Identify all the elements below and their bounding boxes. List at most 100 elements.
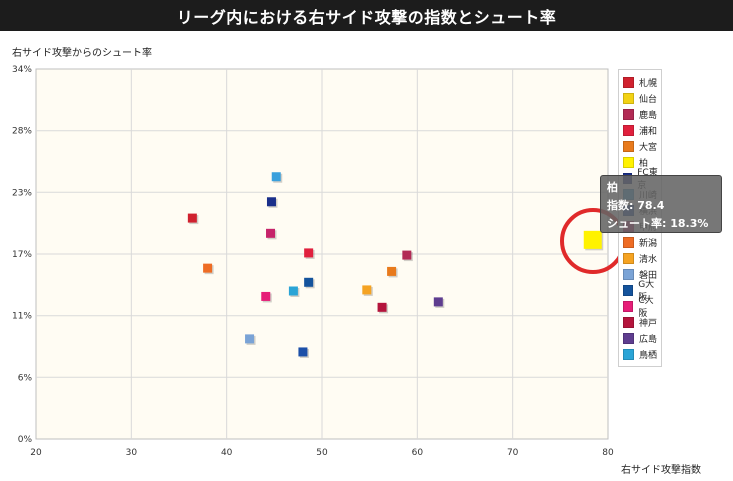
legend-label: 大宮 xyxy=(639,142,658,153)
x-tick-label: 70 xyxy=(507,448,519,458)
legend-label: 広島 xyxy=(639,334,658,345)
data-point-marker[interactable] xyxy=(245,334,255,344)
legend-label: 磐田 xyxy=(639,270,658,281)
legend-label: 鳥栖 xyxy=(639,350,658,361)
y-tick-label: 11% xyxy=(12,312,32,322)
data-point-marker[interactable] xyxy=(362,285,372,295)
data-point-14[interactable] xyxy=(261,291,272,303)
data-point-5[interactable] xyxy=(583,230,604,251)
legend-label: 清水 xyxy=(639,254,658,265)
y-tick-label: 28% xyxy=(12,127,32,137)
legend-item[interactable]: 札幌 xyxy=(623,75,657,89)
data-point-11[interactable] xyxy=(362,285,373,296)
y-tick-label: 23% xyxy=(12,188,32,198)
legend-swatch xyxy=(623,156,634,168)
data-point-marker[interactable] xyxy=(433,297,443,307)
data-point-marker[interactable] xyxy=(187,213,197,223)
grid-lines xyxy=(36,69,608,439)
data-point-marker[interactable] xyxy=(583,230,602,249)
legend-swatch xyxy=(623,316,634,328)
legend-swatch xyxy=(623,348,634,360)
data-point-13[interactable] xyxy=(304,277,315,289)
x-axis-label: 右サイド攻撃指数 xyxy=(621,465,701,476)
legend-swatch xyxy=(623,108,634,120)
legend-label: 神戸 xyxy=(639,318,658,329)
x-tick-label: 80 xyxy=(602,448,614,458)
data-point-marker[interactable] xyxy=(288,286,298,296)
data-point-9[interactable] xyxy=(266,228,277,240)
legend-item[interactable]: 清水 xyxy=(623,251,657,265)
data-point-marker[interactable] xyxy=(304,248,314,258)
legend-label: C大阪 xyxy=(638,296,654,319)
data-point-7[interactable] xyxy=(271,172,283,183)
data-point-0[interactable] xyxy=(187,213,199,225)
y-tick-label: 6% xyxy=(18,373,33,383)
legend-label: G大阪 xyxy=(638,280,655,303)
data-point-marker[interactable] xyxy=(271,172,281,182)
legend-swatch xyxy=(623,268,634,280)
y-tick-label: 34% xyxy=(12,65,32,75)
data-point-marker[interactable] xyxy=(304,277,314,287)
x-tick-label: 60 xyxy=(412,448,424,458)
legend-swatch xyxy=(623,332,634,344)
legend-swatch xyxy=(623,252,634,264)
data-point-marker[interactable] xyxy=(266,228,276,238)
chart-title: リーグ内における右サイド攻撃の指数とシュート率 xyxy=(0,0,733,31)
data-point-marker[interactable] xyxy=(298,347,308,357)
y-tick-labels: 0% 6% 11% 17% 23% 28% 34% xyxy=(12,65,32,445)
legend-item[interactable]: 広島 xyxy=(623,331,657,345)
x-tick-label: 30 xyxy=(126,448,138,458)
y-tick-label: 0% xyxy=(18,435,33,445)
data-point-2[interactable] xyxy=(402,250,413,262)
legend-label: 新潟 xyxy=(639,238,658,249)
x-tick-label: 40 xyxy=(221,448,233,458)
data-points xyxy=(187,172,604,358)
legend-item[interactable]: 柏 xyxy=(623,155,648,169)
data-point-marker[interactable] xyxy=(387,266,397,276)
legend-item[interactable]: 浦和 xyxy=(623,123,657,137)
legend-item[interactable]: 大宮 xyxy=(623,139,657,153)
tooltip-team: 柏 xyxy=(607,181,618,194)
legend-item[interactable]: 新潟 xyxy=(623,235,657,249)
x-tick-label: 50 xyxy=(316,448,328,458)
data-point-marker[interactable] xyxy=(266,197,276,207)
data-point-17[interactable] xyxy=(288,286,300,298)
tooltip: 柏 指数: 78.4 シュート率: 18.3% xyxy=(600,175,722,233)
legend-item[interactable]: 鳥栖 xyxy=(623,347,657,361)
legend-swatch xyxy=(623,300,634,312)
data-point-4[interactable] xyxy=(387,266,398,278)
legend-item[interactable]: 神戸 xyxy=(623,315,657,329)
legend-swatch xyxy=(623,140,634,152)
legend-item[interactable]: 仙台 xyxy=(623,91,657,105)
data-point-3[interactable] xyxy=(304,248,315,259)
legend-label: 仙台 xyxy=(639,94,658,105)
data-point-10[interactable] xyxy=(203,263,214,275)
legend-swatch xyxy=(623,92,634,104)
data-point-marker[interactable] xyxy=(402,250,412,260)
x-tick-label: 20 xyxy=(30,448,42,458)
data-point-12[interactable] xyxy=(245,334,256,345)
data-point-8[interactable] xyxy=(298,347,309,358)
legend-item[interactable]: 磐田 xyxy=(623,267,657,281)
legend-swatch xyxy=(623,76,634,88)
legend-swatch xyxy=(623,124,634,136)
legend-item[interactable]: C大阪 xyxy=(623,296,661,319)
data-point-16[interactable] xyxy=(433,297,445,308)
tooltip-rate: シュート率: 18.3% xyxy=(607,217,709,230)
legend-swatch xyxy=(623,236,634,248)
data-point-6[interactable] xyxy=(266,197,278,208)
legend-label: 柏 xyxy=(639,158,649,169)
legend-item[interactable]: 鹿島 xyxy=(623,107,657,121)
legend-label: 札幌 xyxy=(639,78,658,89)
y-tick-label: 17% xyxy=(12,250,32,260)
data-point-marker[interactable] xyxy=(203,263,213,273)
legend-label: 浦和 xyxy=(639,126,658,137)
data-point-marker[interactable] xyxy=(377,302,387,312)
data-point-15[interactable] xyxy=(377,302,389,314)
y-axis-label: 右サイド攻撃からのシュート率 xyxy=(12,48,152,59)
x-tick-labels: 20 30 40 50 60 70 80 xyxy=(30,448,614,458)
tooltip-index: 指数: 78.4 xyxy=(607,199,665,212)
data-point-marker[interactable] xyxy=(261,291,271,301)
legend-item[interactable]: G大阪 xyxy=(623,280,661,303)
